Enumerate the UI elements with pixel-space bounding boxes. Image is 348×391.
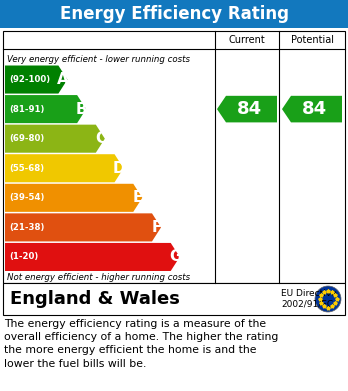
Text: (69-80): (69-80) <box>9 134 44 143</box>
Text: B: B <box>76 102 87 117</box>
Polygon shape <box>217 96 277 122</box>
Polygon shape <box>5 213 161 241</box>
Text: (1-20): (1-20) <box>9 253 38 262</box>
Text: G: G <box>169 249 181 264</box>
Polygon shape <box>282 96 342 122</box>
Text: E: E <box>133 190 143 205</box>
Bar <box>3 283 345 315</box>
Text: (81-91): (81-91) <box>9 105 45 114</box>
Text: Very energy efficient - lower running costs: Very energy efficient - lower running co… <box>7 55 190 64</box>
Polygon shape <box>5 154 124 182</box>
Text: Potential: Potential <box>291 35 333 45</box>
Text: EU Directive
2002/91/EC: EU Directive 2002/91/EC <box>281 289 337 309</box>
Text: Energy Efficiency Rating: Energy Efficiency Rating <box>60 5 288 23</box>
Polygon shape <box>5 95 86 123</box>
Text: Current: Current <box>229 35 266 45</box>
Polygon shape <box>5 243 180 271</box>
Text: A: A <box>57 72 69 87</box>
Polygon shape <box>5 125 105 153</box>
Circle shape <box>315 286 341 312</box>
Polygon shape <box>5 66 68 93</box>
Text: Not energy efficient - higher running costs: Not energy efficient - higher running co… <box>7 273 190 282</box>
Text: (21-38): (21-38) <box>9 223 45 232</box>
Text: C: C <box>95 131 106 146</box>
Polygon shape <box>5 184 142 212</box>
Text: D: D <box>113 161 125 176</box>
Text: F: F <box>151 220 162 235</box>
Text: England & Wales: England & Wales <box>10 290 180 308</box>
Text: The energy efficiency rating is a measure of the
overall efficiency of a home. T: The energy efficiency rating is a measur… <box>4 319 278 369</box>
Text: (92-100): (92-100) <box>9 75 50 84</box>
Text: 84: 84 <box>302 100 327 118</box>
Text: (55-68): (55-68) <box>9 164 44 173</box>
Text: 84: 84 <box>237 100 262 118</box>
Bar <box>3 31 345 283</box>
Text: (39-54): (39-54) <box>9 193 45 202</box>
Bar <box>0 0 348 28</box>
